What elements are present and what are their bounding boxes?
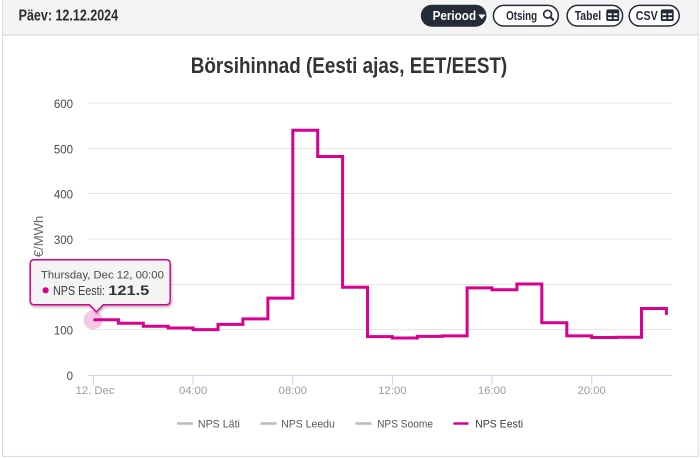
- svg-text:20:00: 20:00: [578, 385, 606, 397]
- svg-text:400: 400: [54, 190, 73, 202]
- svg-text:0: 0: [67, 371, 73, 383]
- svg-text:08:00: 08:00: [279, 385, 307, 397]
- svg-text:NPS Eesti:: NPS Eesti:: [53, 283, 105, 298]
- svg-text:Thursday, Dec 12, 00:00: Thursday, Dec 12, 00:00: [41, 270, 164, 282]
- svg-text:300: 300: [54, 235, 73, 247]
- svg-text:121.5: 121.5: [108, 283, 150, 298]
- svg-text:16:00: 16:00: [478, 385, 506, 397]
- svg-text:NPS Läti: NPS Läti: [198, 418, 240, 430]
- svg-text:600: 600: [54, 99, 73, 111]
- svg-text:NPS Leedu: NPS Leedu: [281, 418, 335, 430]
- svg-text:€/MWh: €/MWh: [32, 216, 46, 258]
- svg-text:Otsing: Otsing: [506, 8, 537, 23]
- svg-text:Päev: 12.12.2024: Päev: 12.12.2024: [19, 8, 119, 25]
- svg-text:500: 500: [54, 144, 73, 156]
- svg-text:12:00: 12:00: [378, 385, 406, 397]
- svg-text:Tabel: Tabel: [575, 8, 602, 23]
- svg-text:CSV: CSV: [636, 8, 658, 23]
- svg-text:04:00: 04:00: [179, 385, 207, 397]
- svg-text:NPS Eesti: NPS Eesti: [475, 418, 523, 430]
- svg-text:Periood: Periood: [433, 8, 477, 23]
- svg-text:100: 100: [54, 326, 73, 338]
- svg-text:Börsihinnad (Eesti ajas, EET/E: Börsihinnad (Eesti ajas, EET/EEST): [191, 53, 507, 78]
- svg-text:NPS Soome: NPS Soome: [377, 418, 433, 430]
- svg-text:12. Dec: 12. Dec: [76, 385, 115, 397]
